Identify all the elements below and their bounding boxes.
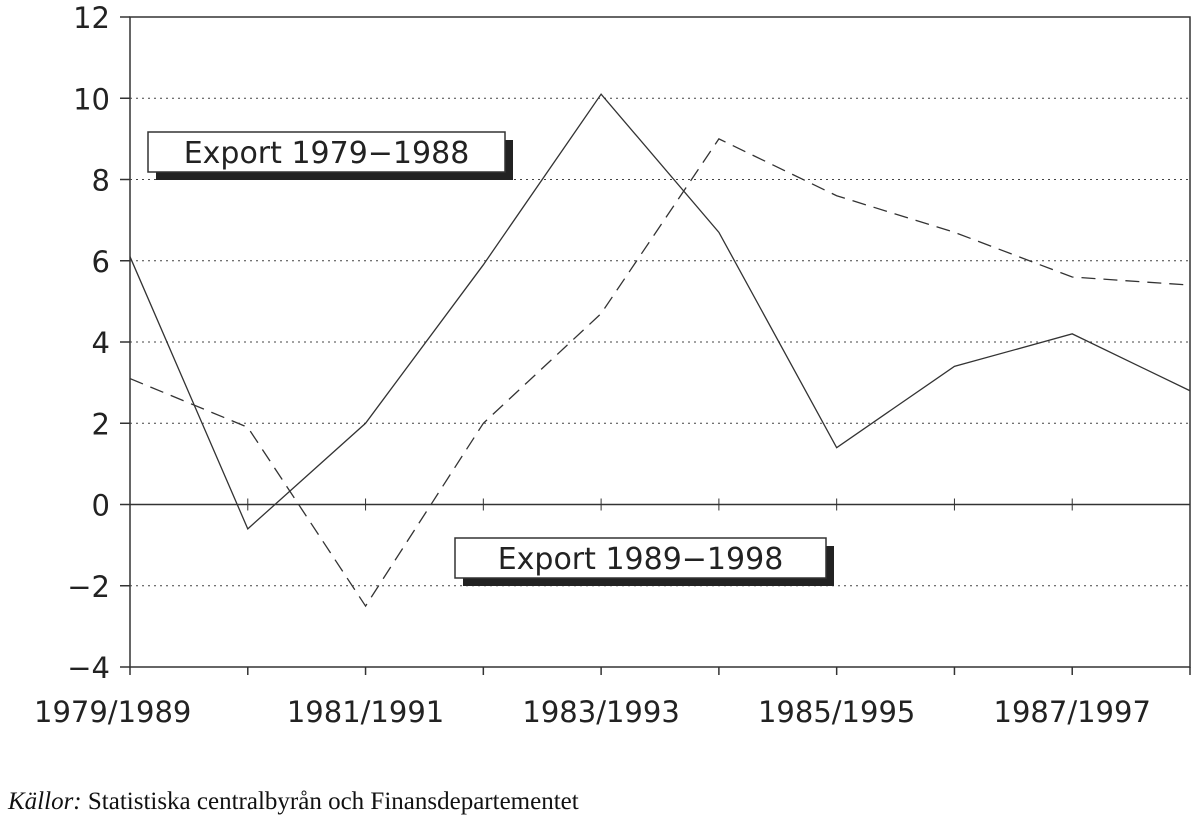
y-tick-label: 12	[73, 1, 110, 35]
legend-label: Export 1989−1998	[498, 542, 784, 577]
y-tick-label: 10	[73, 82, 110, 116]
y-tick-label: −4	[67, 651, 110, 685]
x-tick-label: 1981/1991	[287, 695, 444, 729]
source-text: Statistiska centralbyrån och Finansdepar…	[81, 788, 579, 815]
legend-box	[147, 131, 506, 173]
legend-box	[454, 537, 827, 579]
series-line-1	[129, 93, 1191, 530]
x-tick-label: 1983/1993	[522, 695, 679, 729]
legend-label: Export 1979−1988	[184, 136, 470, 171]
source-label: Källor:	[8, 788, 82, 815]
x-tick-label: 1987/1997	[994, 695, 1151, 729]
x-tick-label: 1985/1995	[758, 695, 915, 729]
y-tick-label: 4	[92, 326, 110, 360]
x-tick-label: 1979/1989	[34, 695, 191, 729]
y-tick-label: 0	[92, 489, 110, 523]
y-tick-label: 8	[92, 164, 110, 198]
y-tick-label: 2	[92, 407, 110, 441]
y-tick-label: 6	[92, 245, 110, 279]
y-tick-label: −2	[67, 570, 110, 604]
source-note: Källor: Statistiska centralbyrån och Fin…	[8, 788, 579, 816]
series-line-2	[129, 138, 1191, 608]
